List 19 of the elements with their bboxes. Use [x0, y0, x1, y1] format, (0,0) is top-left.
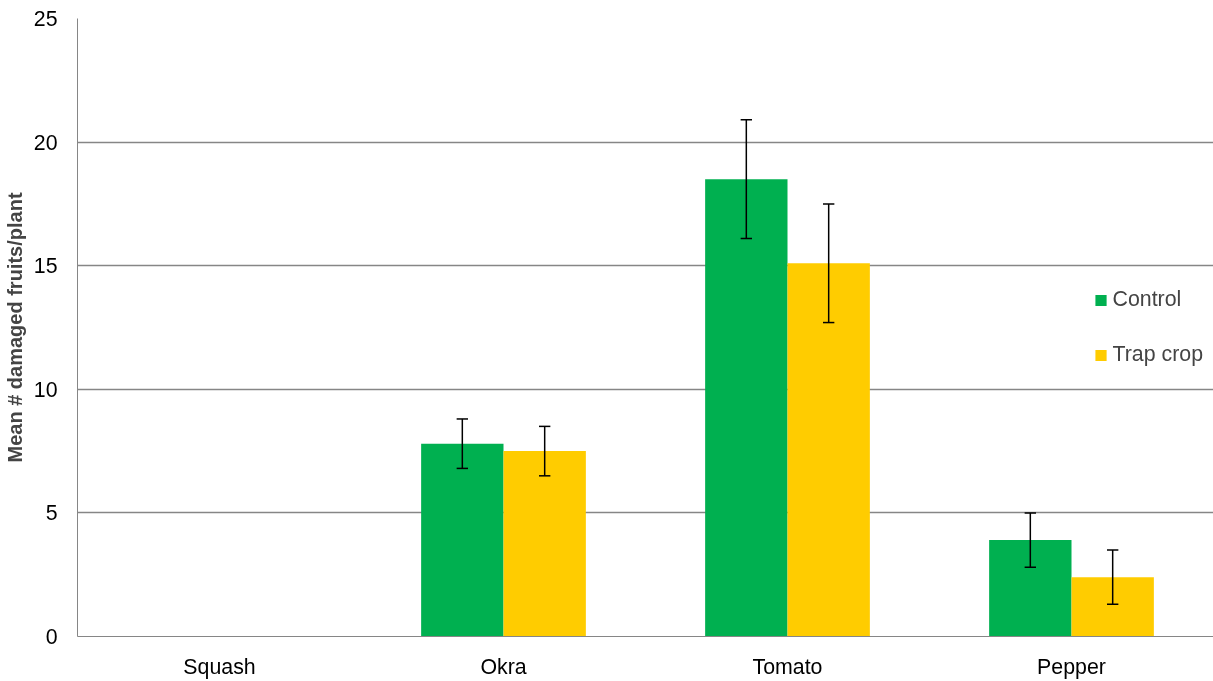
bar [421, 443, 504, 637]
bar [705, 179, 788, 637]
y-tick-label: 0 [45, 625, 58, 649]
bar [503, 451, 586, 637]
y-tick-label: 15 [33, 254, 58, 279]
bar [1071, 577, 1154, 637]
x-tick-label: Okra [480, 654, 527, 679]
y-tick-label: 10 [33, 377, 58, 402]
bar [989, 540, 1072, 637]
y-tick-label: 20 [33, 130, 58, 155]
legend-label: Control [1112, 287, 1182, 312]
y-tick-label: 5 [45, 501, 58, 526]
x-tick-label: Squash [183, 654, 256, 679]
x-tick-label: Pepper [1037, 654, 1106, 679]
y-axis-title: Mean # damaged fruits/plant [3, 192, 26, 463]
y-tick-label: 25 [33, 7, 58, 31]
bar [787, 263, 870, 637]
x-tick-label: Tomato [752, 654, 823, 679]
legend-label: Trap crop [1112, 342, 1203, 367]
